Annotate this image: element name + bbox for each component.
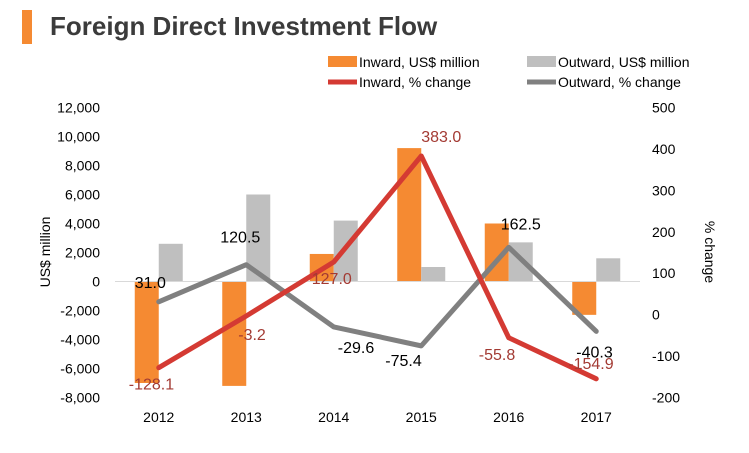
y-right-tick-label: 400 — [652, 141, 676, 157]
x-tick-label: 2014 — [318, 409, 349, 425]
x-tick-label: 2013 — [231, 409, 262, 425]
outward-bar — [158, 243, 183, 282]
bars — [134, 148, 621, 386]
y-left-tick-label: -2,000 — [60, 303, 100, 319]
outward-bar — [596, 258, 621, 282]
inward-pct-data-label: -55.8 — [479, 347, 516, 364]
y-left-tick-label: 6,000 — [65, 187, 100, 203]
y-right-tick-label: 300 — [652, 182, 676, 198]
legend-label-outward-bar: Outward, US$ million — [558, 54, 690, 70]
y-right-tick-label: 200 — [652, 224, 676, 240]
y-right-tick-label: -100 — [652, 348, 680, 364]
y-right-tick-label: 100 — [652, 265, 676, 281]
outward-pct-data-label: 162.5 — [501, 216, 541, 233]
chart-title: Foreign Direct Investment Flow — [50, 11, 438, 41]
y-left-tick-label: 2,000 — [65, 245, 100, 261]
inward-pct-data-label: -3.2 — [238, 327, 266, 344]
inward-pct-line — [156, 153, 599, 382]
title-bar: Foreign Direct Investment Flow — [0, 0, 749, 50]
inward-bar — [222, 281, 247, 386]
x-tick-label: 2015 — [406, 409, 437, 425]
y-axis-right-title: % change — [702, 221, 718, 283]
inward-pct-data-label: -128.1 — [129, 377, 174, 394]
outward-pct-data-label: 31.0 — [135, 275, 166, 292]
outward-pct-data-label: 120.5 — [220, 230, 260, 247]
x-tick-label: 2012 — [143, 409, 174, 425]
y-left-tick-label: 8,000 — [65, 158, 100, 174]
y-left-tick-label: -4,000 — [60, 332, 100, 348]
legend-swatch-outward-bar — [527, 56, 556, 67]
inward-pct-data-label: 127.0 — [312, 271, 352, 288]
inward-pct-data-label: -154.9 — [568, 356, 613, 373]
axis-ticks: 12,000 10,000 8,000 6,000 4,000 2,000 0 -2,000 -… — [57, 100, 680, 426]
legend-label-outward-line: Outward, % change — [558, 74, 681, 90]
y-left-tick-label: 0 — [92, 274, 100, 290]
legend-label-inward-line: Inward, % change — [359, 74, 471, 90]
title-accent-bar — [22, 10, 32, 44]
y-right-tick-label: 500 — [652, 100, 676, 116]
legend: Inward, US$ million Outward, US$ million I… — [328, 54, 690, 90]
y-left-tick-label: 10,000 — [57, 129, 100, 145]
outward-pct-data-label: -75.4 — [385, 353, 422, 370]
x-tick-label: 2017 — [581, 409, 612, 425]
outward-pct-data-label: -40.3 — [576, 344, 613, 361]
outward-pct-line — [156, 244, 599, 349]
y-left-tick-label: 12,000 — [57, 100, 100, 116]
y-left-tick-label: -8,000 — [60, 390, 100, 406]
y-right-tick-label: 0 — [652, 307, 660, 323]
outward-pct-data-label: -29.6 — [338, 340, 375, 357]
inward-pct-data-label: 383.0 — [421, 129, 461, 146]
data-labels: -128.1 -3.2 127.0 383.0 -55.8 -154.9 31.0 120.5… — [129, 129, 614, 394]
x-tick-label: 2016 — [493, 409, 524, 425]
y-axis-right-title-group: % change — [702, 221, 718, 283]
y-left-tick-label: 4,000 — [65, 216, 100, 232]
y-right-tick-label: -200 — [652, 390, 680, 406]
legend-label-inward-bar: Inward, US$ million — [359, 54, 480, 70]
y-axis-left-title-group: US$ million — [37, 217, 53, 288]
series-lines — [156, 153, 599, 382]
legend-swatch-inward-bar — [328, 56, 357, 67]
y-left-tick-label: -6,000 — [60, 361, 100, 377]
outward-bar — [421, 267, 446, 282]
y-axis-left-title: US$ million — [37, 217, 53, 288]
inward-bar — [134, 281, 159, 383]
